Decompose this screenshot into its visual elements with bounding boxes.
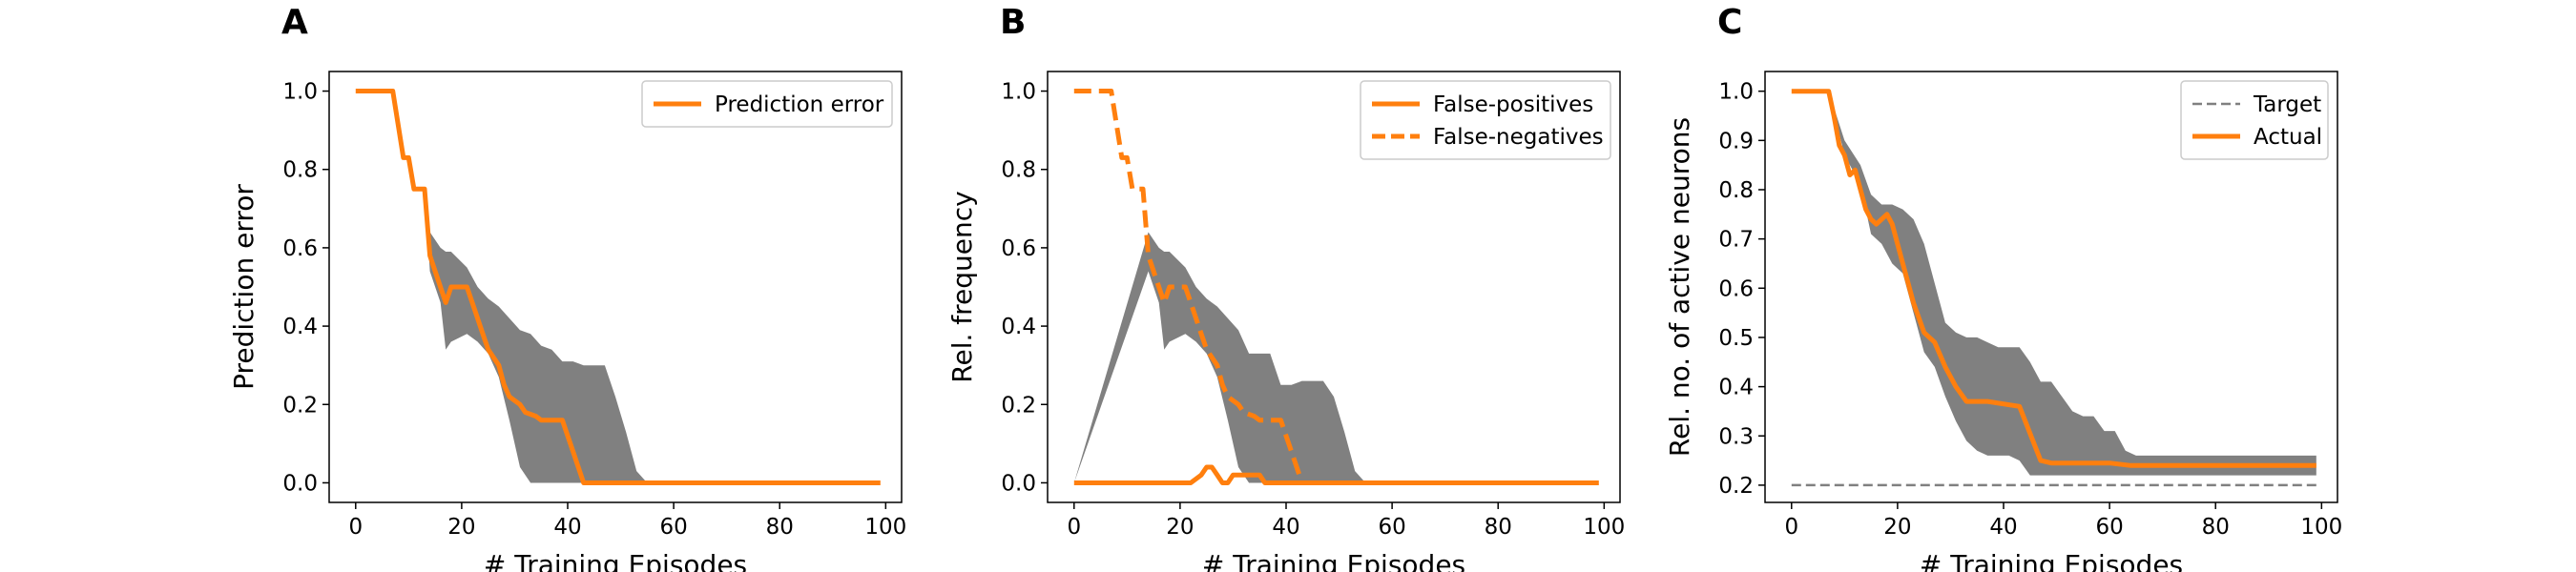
series-line-false-negatives — [1073, 89, 1308, 485]
variability-band — [1791, 91, 2316, 476]
x-tick-label: 100 — [2300, 515, 2342, 540]
y-tick-label: 1.0 — [1718, 80, 1754, 105]
y-tick-label: 0.0 — [1001, 471, 1036, 496]
x-tick-label: 20 — [447, 515, 475, 540]
x-tick-label: 80 — [1485, 515, 1512, 540]
legend-label: False-positives — [1433, 92, 1593, 117]
x-tick-label: 0 — [1067, 515, 1081, 540]
plot-area — [1791, 89, 2316, 487]
legend-label: False-negatives — [1433, 125, 1604, 150]
y-tick-label: 0.4 — [1718, 376, 1754, 400]
y-tick-label: 0.8 — [1718, 178, 1754, 203]
series-line-actual — [1791, 89, 2316, 468]
y-tick-label: 0.6 — [1001, 236, 1036, 261]
x-tick-label: 20 — [1883, 515, 1911, 540]
chart-panel-b: B 0 20 40 60 80 100 0.0 0.2 0.4 0.6 0.8 1.0 # Trainin… — [946, 3, 1625, 572]
y-tick-label: 0.8 — [282, 158, 318, 183]
panel-letter: B — [1000, 3, 1026, 42]
x-tick-label: 40 — [553, 515, 581, 540]
x-tick-label: 0 — [348, 515, 363, 540]
legend: Target Actual — [2180, 80, 2329, 160]
y-tick-label: 0.5 — [1718, 326, 1754, 351]
y-tick-label: 0.8 — [1001, 158, 1036, 183]
variability-band — [1073, 232, 1599, 483]
y-tick-label: 0.6 — [282, 236, 318, 261]
x-axis-label: # Training Episodes — [484, 549, 747, 572]
x-tick-label: 20 — [1166, 515, 1194, 540]
x-tick-label: 60 — [659, 515, 687, 540]
y-axis-label: Prediction error — [228, 184, 260, 390]
legend: Prediction error — [641, 80, 893, 128]
y-tick-label: 0.0 — [282, 471, 318, 496]
x-tick-label: 0 — [1784, 515, 1798, 540]
legend-box — [1360, 80, 1611, 160]
x-tick-label: 60 — [2095, 515, 2123, 540]
x-axis-label: # Training Episodes — [1920, 549, 2183, 572]
y-tick-label: 1.0 — [1001, 80, 1036, 105]
x-tick-label: 60 — [1378, 515, 1405, 540]
panel-letter: A — [281, 3, 308, 42]
axes-frame — [1047, 71, 1621, 503]
plot-area — [1073, 89, 1599, 485]
y-tick-label: 0.3 — [1718, 424, 1754, 449]
legend-box — [641, 80, 893, 128]
x-tick-label: 100 — [1583, 515, 1625, 540]
legend-label: Target — [2253, 92, 2321, 117]
x-axis-label: # Training Episodes — [1202, 549, 1465, 572]
x-tick-label: 80 — [766, 515, 794, 540]
legend-label: Actual — [2254, 125, 2322, 150]
y-tick-label: 0.4 — [282, 315, 318, 339]
x-tick-label: 40 — [1989, 515, 2017, 540]
variability-band — [355, 91, 881, 483]
y-tick-label: 0.2 — [1718, 474, 1754, 499]
y-tick-label: 0.7 — [1718, 228, 1754, 253]
y-tick-label: 0.4 — [1001, 315, 1036, 339]
x-tick-label: 100 — [864, 515, 906, 540]
y-tick-label: 0.2 — [282, 393, 318, 418]
axes-frame — [328, 71, 903, 503]
y-axis-label: Rel. frequency — [946, 191, 978, 382]
y-tick-label: 0.2 — [1001, 393, 1036, 418]
legend-label: Prediction error — [715, 92, 884, 117]
legend-box — [2180, 80, 2329, 160]
chart-panel-a: A 0 20 40 60 80 100 0.0 0.2 0.4 0.6 0.8 1.0 # Trainin… — [228, 3, 906, 572]
y-axis-label: Rel. no. of active neurons — [1664, 117, 1695, 457]
y-tick-label: 0.6 — [1718, 276, 1754, 301]
x-tick-label: 80 — [2202, 515, 2230, 540]
series-line-prediction-error — [355, 89, 881, 485]
y-tick-label: 0.9 — [1718, 129, 1754, 153]
x-tick-label: 40 — [1272, 515, 1299, 540]
legend: False-positives False-negatives — [1360, 80, 1611, 160]
y-tick-label: 1.0 — [282, 80, 318, 105]
chart-panel-c: C 0 20 40 60 80 100 0.2 0.3 0.4 0.5 0.6 0.7 0.8 0.9 1.0… — [1664, 3, 2342, 572]
axes-frame — [1764, 71, 2338, 503]
plot-area — [355, 89, 881, 485]
panel-letter: C — [1717, 3, 1742, 42]
series-line-false-positives — [1073, 464, 1599, 485]
